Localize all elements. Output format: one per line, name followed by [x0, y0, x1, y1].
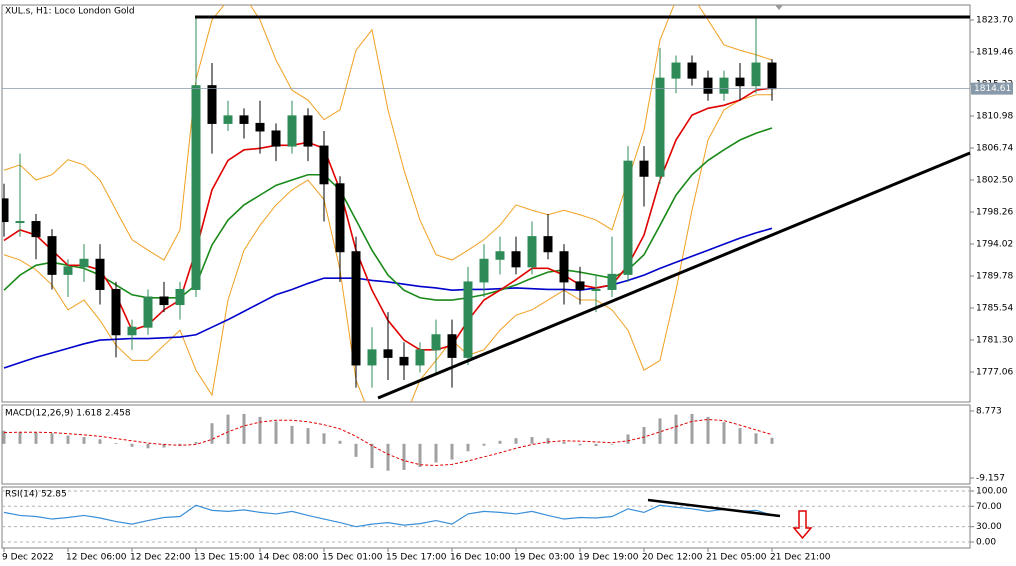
candle-body: [271, 130, 281, 147]
candle-body: [47, 236, 57, 275]
candle-body: [2, 198, 9, 223]
candle-body: [95, 258, 105, 290]
candle-body: [207, 85, 217, 124]
candle-body: [111, 288, 121, 336]
x-tick-label: 19 Dec 19:00: [578, 553, 639, 563]
x-tick-label: 12 Dec 06:00: [66, 553, 127, 563]
x-tick-label: 13 Dec 15:00: [194, 553, 255, 563]
down-arrow: [792, 510, 813, 540]
y-tick-label: 1798.26: [976, 208, 1013, 218]
macd-title: MACD(12,26,9) 1.618 2.458: [5, 409, 131, 419]
candle-body: [527, 236, 537, 268]
y-tick-label: 1802.50: [976, 176, 1013, 186]
y-tick-label: 70.00: [976, 502, 1002, 512]
rsi-trendline: [647, 498, 781, 518]
candle-body: [575, 281, 585, 290]
y-tick-label: 100.00: [976, 486, 1008, 496]
indicator-line: [3, 5, 773, 261]
price-plot: [2, 5, 777, 402]
candle-body: [719, 77, 729, 94]
y-tick-label: 1781.30: [976, 336, 1013, 346]
x-tick-label: 16 Dec 10:00: [450, 553, 511, 563]
shift-marker: [775, 5, 783, 10]
x-tick-label: 21 Dec 21:00: [770, 553, 831, 563]
candle-body: [607, 273, 617, 290]
indicator-line: [3, 127, 773, 301]
candle-body: [671, 62, 681, 79]
candle-body: [479, 258, 489, 283]
y-tick-label: 1819.46: [976, 48, 1013, 58]
y-tick-label: 1823.70: [976, 16, 1013, 26]
signal-line: [3, 418, 773, 466]
candle-body: [15, 221, 25, 224]
x-tick-label: 15 Dec 01:00: [322, 553, 383, 563]
candle-body: [159, 296, 169, 306]
rsi-title: RSI(14) 52.85: [5, 490, 67, 500]
candle-body: [623, 160, 633, 275]
indicator-line: [3, 94, 772, 402]
candle-body: [79, 258, 89, 268]
y-tick-label: 30.00: [976, 522, 1002, 532]
candle-body: [239, 115, 249, 124]
x-tick-label: 9 Dec 2022: [2, 553, 54, 563]
x-tick-label: 21 Dec 05:00: [706, 553, 767, 563]
candle-body: [223, 115, 233, 124]
x-tick-label: 14 Dec 08:00: [258, 553, 319, 563]
y-tick-label: 8.773: [976, 407, 1002, 417]
candle-body: [511, 251, 521, 268]
candle-body: [543, 236, 553, 253]
candle-body: [63, 266, 73, 275]
candle-body: [431, 334, 441, 351]
y-tick-label: 1810.98: [976, 112, 1013, 122]
y-tick-label: 1794.02: [976, 240, 1013, 250]
chart-title: XUL.s, H1: Loco London Gold: [5, 7, 135, 17]
y-tick-label: -9.157: [976, 474, 1005, 484]
candle-body: [143, 296, 153, 328]
y-tick-label: 0.00: [976, 537, 996, 547]
candle-body: [127, 326, 137, 336]
rsi-frame: [1, 486, 971, 549]
candle-body: [655, 77, 665, 177]
candle-body: [335, 183, 345, 253]
candle-body: [559, 251, 569, 283]
candle-body: [447, 334, 457, 358]
candle-body: [255, 122, 265, 132]
candle-body: [175, 288, 185, 306]
candle-body: [415, 349, 425, 366]
candle-body: [751, 62, 761, 87]
candle-body: [639, 160, 649, 177]
candle-body: [767, 62, 777, 90]
candle-body: [287, 115, 297, 147]
candle-body: [687, 62, 697, 79]
macd-frame: [1, 404, 971, 485]
rsi-line: [3, 504, 773, 528]
y-tick-label: 1777.06: [976, 368, 1013, 378]
candle-body: [351, 251, 361, 366]
candle-body: [495, 251, 505, 260]
x-tick-label: 12 Dec 22:00: [130, 553, 191, 563]
y-tick-label: 1789.78: [976, 272, 1013, 282]
support-trendline: [377, 151, 971, 400]
candle-body: [735, 77, 745, 87]
candle-body: [591, 288, 601, 291]
candle-body: [703, 77, 713, 94]
x-tick-label: 20 Dec 12:00: [642, 553, 703, 563]
x-tick-label: 15 Dec 17:00: [386, 553, 447, 563]
y-tick-label: 1806.74: [976, 144, 1013, 154]
candle-body: [367, 349, 377, 366]
last-price-box: [971, 82, 1013, 95]
last-price-label: 1814.61: [974, 84, 1011, 94]
candle-body: [303, 115, 313, 147]
candle-body: [191, 85, 201, 290]
y-tick-label: 1785.54: [976, 304, 1013, 314]
candle-body: [463, 281, 473, 358]
candle-body: [399, 356, 409, 366]
candle-body: [383, 349, 393, 358]
x-tick-label: 19 Dec 03:00: [514, 553, 575, 563]
candle-body: [31, 221, 41, 238]
candle-body: [319, 145, 329, 185]
